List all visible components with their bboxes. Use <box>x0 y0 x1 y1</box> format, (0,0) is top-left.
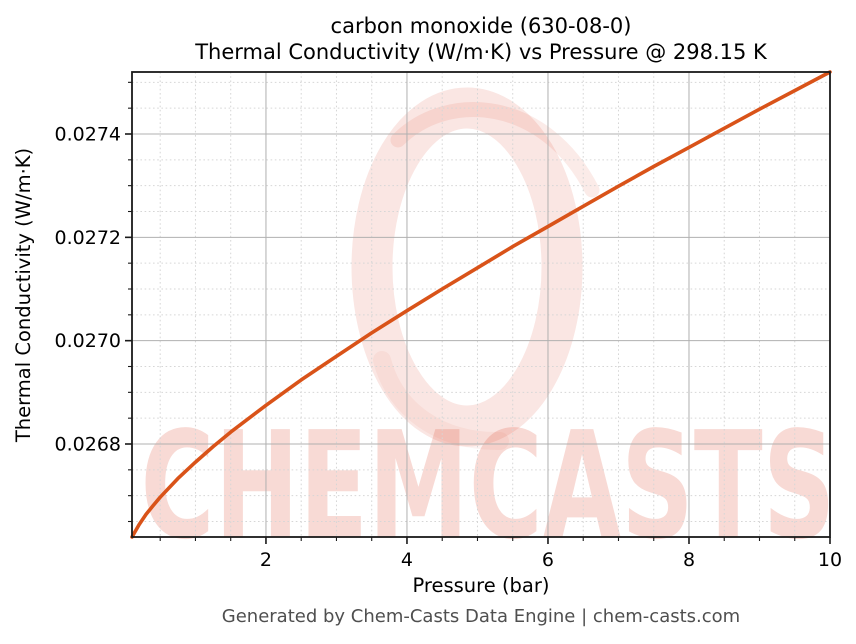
watermark-text: CHEMCASTS <box>141 400 836 572</box>
y-tick-label: 0.0272 <box>55 227 121 249</box>
x-tick-label: 10 <box>818 549 842 571</box>
x-axis-label: Pressure (bar) <box>412 574 549 597</box>
minor-gridlines <box>132 72 830 537</box>
y-tick-label: 0.0268 <box>55 434 121 456</box>
tick-labels: 2 4 6 8 10 0.0268 0.0270 0.0272 0.0274 <box>55 124 843 572</box>
y-axis-label: Thermal Conductivity (W/m·K) <box>12 148 35 443</box>
chart-title-line1: carbon monoxide (630-08-0) <box>331 14 632 38</box>
x-tick-label: 6 <box>542 549 554 571</box>
x-tick-label: 4 <box>401 549 413 571</box>
y-tick-label: 0.0274 <box>55 124 121 146</box>
footer-credit: Generated by Chem-Casts Data Engine | ch… <box>222 606 740 627</box>
chart-title-line2: Thermal Conductivity (W/m·K) vs Pressure… <box>194 40 768 64</box>
x-tick-label: 8 <box>683 549 695 571</box>
watermark-ring-logo <box>351 87 583 447</box>
x-tick-label: 2 <box>260 549 272 571</box>
plot-border <box>131 71 831 538</box>
watermark: CHEMCASTS <box>141 87 836 572</box>
watermark-ring-accent <box>373 351 509 451</box>
y-tick-label: 0.0270 <box>55 330 121 352</box>
data-series-line <box>130 70 832 539</box>
watermark-ring-swoosh <box>390 102 600 198</box>
